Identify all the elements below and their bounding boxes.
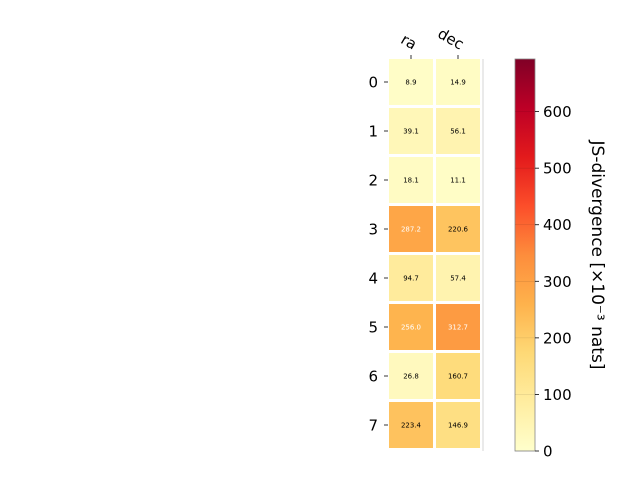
cell-value-label: 146.9	[448, 422, 468, 430]
colorbar-tick-label: 0	[543, 443, 553, 461]
colorbar-tick-label: 500	[543, 160, 572, 178]
heatmap-cell	[436, 255, 480, 301]
heatmap: 8.9 14.9 39.1 56.1 18.1 11.1 287.2 220.6 94.7 57.…	[389, 59, 484, 451]
y-axis-ticks: 0 1 2 3 4 5 6 7	[368, 74, 388, 435]
y-tick-label: 3	[368, 221, 378, 239]
heatmap-cell	[389, 157, 433, 203]
heatmap-cell	[389, 108, 433, 154]
colorbar-gradient	[514, 58, 536, 452]
colorbar-ticks: 0 100 200 300 400 500 600	[515, 103, 572, 461]
heatmap-cell	[389, 353, 433, 399]
heatmap-cell	[436, 108, 480, 154]
colorbar-label: JS-divergence [×10⁻³ nats]	[587, 140, 607, 370]
heatmap-cell	[436, 59, 480, 105]
cell-value-label: 223.4	[401, 422, 422, 430]
y-tick-label: 7	[368, 417, 378, 435]
cell-value-label: 160.7	[448, 373, 468, 381]
cell-value-label: 287.2	[401, 226, 421, 234]
heatmap-cell	[389, 59, 433, 105]
y-tick-label: 0	[368, 74, 378, 92]
cell-value-label: 256.0	[401, 324, 421, 332]
heatmap-cell	[436, 353, 480, 399]
colorbar-tick-label: 600	[543, 103, 572, 121]
heatmap-cell	[389, 402, 433, 448]
heatmap-cell	[436, 206, 480, 252]
colorbar-tick-label: 100	[543, 386, 572, 404]
x-tick-label: dec	[435, 24, 467, 53]
y-tick-label: 4	[368, 270, 378, 288]
colorbar: 0 100 200 300 400 500 600 JS-divergence [×10⁻³…	[514, 58, 607, 461]
x-axis-ticks: ra dec	[398, 24, 467, 59]
x-tick-label: ra	[398, 30, 420, 53]
y-tick-label: 1	[368, 123, 378, 141]
colorbar-tick-label: 300	[543, 273, 572, 291]
heatmap-cell	[436, 304, 480, 350]
cell-value-label: 94.7	[403, 275, 419, 283]
colorbar-tick-label: 400	[543, 216, 572, 234]
cell-value-label: 14.9	[450, 79, 466, 87]
heatmap-cell	[436, 402, 480, 448]
cell-value-label: 220.6	[448, 226, 469, 234]
cell-value-label: 39.1	[403, 128, 419, 136]
cell-value-label: 11.1	[450, 177, 466, 185]
cell-value-label: 56.1	[450, 128, 466, 136]
heatmap-cell	[389, 304, 433, 350]
cell-value-label: 8.9	[405, 79, 416, 87]
y-tick-label: 6	[368, 368, 378, 386]
y-tick-label: 2	[368, 172, 378, 190]
cell-value-label: 26.8	[403, 373, 419, 381]
cell-value-label: 18.1	[403, 177, 419, 185]
heatmap-cell	[389, 255, 433, 301]
cell-value-label: 312.7	[448, 324, 468, 332]
y-tick-label: 5	[368, 319, 378, 337]
colorbar-tick-label: 200	[543, 329, 572, 347]
heatmap-cell	[389, 206, 433, 252]
heatmap-cell	[436, 157, 480, 203]
cell-value-label: 57.4	[450, 275, 466, 283]
